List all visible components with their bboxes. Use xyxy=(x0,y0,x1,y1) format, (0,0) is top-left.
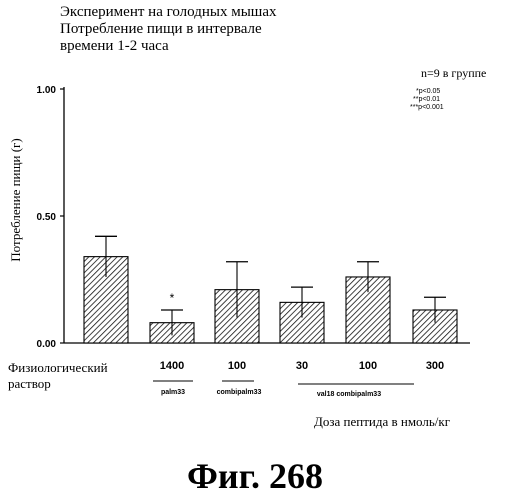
title-line-2: Потребление пищи в интервале xyxy=(60,21,262,37)
significance-legend-3: ***p<0.001 xyxy=(410,104,444,111)
group-label-val18-combipalm33: val18 combipalm33 xyxy=(317,391,381,398)
y-tick-label: 0.00 xyxy=(37,339,57,350)
group-label-palm33: palm33 xyxy=(161,389,185,396)
significance-marker: * xyxy=(170,291,175,305)
category-label-dose-5: 300 xyxy=(426,360,444,372)
y-tick-label: 0.50 xyxy=(37,212,57,223)
category-label-dose-2: 100 xyxy=(228,360,246,372)
n-annotation: n=9 в группе xyxy=(421,66,486,80)
category-label-dose-1: 1400 xyxy=(160,360,184,372)
significance-legend-2: **p<0.01 xyxy=(413,96,440,103)
title-line-3: времени 1-2 часа xyxy=(60,38,169,54)
category-label-saline-line1: Физиологический xyxy=(8,360,108,375)
title-line-1: Эксперимент на голодных мышах xyxy=(60,4,277,20)
x-axis-label: Доза пептида в нмоль/кг xyxy=(314,414,450,429)
y-tick-label: 1.00 xyxy=(37,85,57,96)
figure-caption: Фиг. 268 xyxy=(187,456,323,496)
y-axis-label: Потребление пищи (г) xyxy=(8,138,23,261)
bars: * xyxy=(84,236,457,343)
category-label-saline-line2: раствор xyxy=(8,376,51,391)
category-label-dose-4: 100 xyxy=(359,360,377,372)
significance-legend-1: *p<0.05 xyxy=(416,88,440,95)
category-label-dose-3: 30 xyxy=(296,360,308,372)
group-label-combipalm33: combipalm33 xyxy=(217,389,262,396)
